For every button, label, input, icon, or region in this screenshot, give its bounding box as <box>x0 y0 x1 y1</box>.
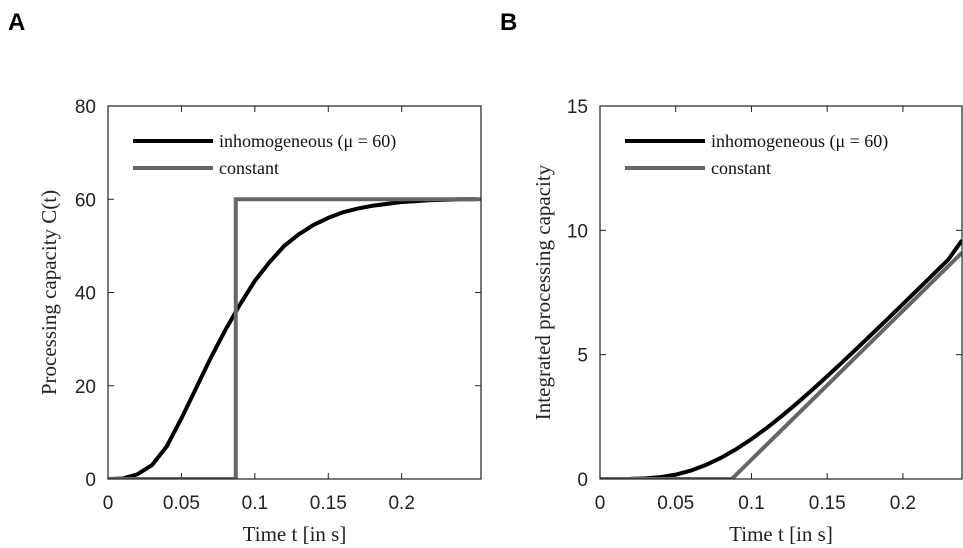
plot-area <box>600 239 962 479</box>
x-tick-label: 0 <box>103 493 114 514</box>
x-tick-label: 0 <box>595 493 606 514</box>
y-tick-label: 15 <box>567 97 588 118</box>
x-tick-label: 0.15 <box>310 493 347 514</box>
x-tick-label: 0.2 <box>388 493 414 514</box>
y-tick-label: 40 <box>75 284 96 305</box>
x-axis-label: Time t [in s] <box>243 522 347 546</box>
series-line <box>108 197 481 479</box>
y-tick-label: 0 <box>577 470 588 491</box>
plot-area <box>108 197 481 479</box>
panel-label: B <box>500 9 517 36</box>
x-axis-label: Time t [in s] <box>729 522 833 546</box>
y-tick-label: 0 <box>85 470 96 491</box>
series-line <box>600 239 962 479</box>
y-axis-label: Processing capacity C(t) <box>37 190 61 395</box>
y-tick-label: 20 <box>75 377 96 398</box>
x-tick-label: 0.05 <box>657 493 694 514</box>
y-tick-label: 5 <box>577 346 588 367</box>
y-tick-label: 60 <box>75 190 96 211</box>
x-tick-label: 0.05 <box>163 493 200 514</box>
x-tick-label: 0.1 <box>242 493 268 514</box>
legend-label: constant <box>711 158 771 178</box>
y-axis-label: Integrated processing capacity <box>531 164 555 420</box>
x-tick-label: 0.1 <box>738 493 764 514</box>
axes-frame <box>107 105 482 480</box>
legend-label: constant <box>219 158 279 178</box>
axes-frame <box>599 105 963 480</box>
series-line <box>108 197 476 479</box>
series-line <box>600 251 962 479</box>
y-tick-label: 80 <box>75 97 96 118</box>
x-tick-label: 0.2 <box>890 493 916 514</box>
panel-label: A <box>8 9 25 36</box>
y-tick-label: 10 <box>567 221 588 242</box>
x-tick-label: 0.15 <box>809 493 846 514</box>
legend-label: inhomogeneous (μ = 60) <box>711 131 888 152</box>
legend-label: inhomogeneous (μ = 60) <box>219 131 396 152</box>
